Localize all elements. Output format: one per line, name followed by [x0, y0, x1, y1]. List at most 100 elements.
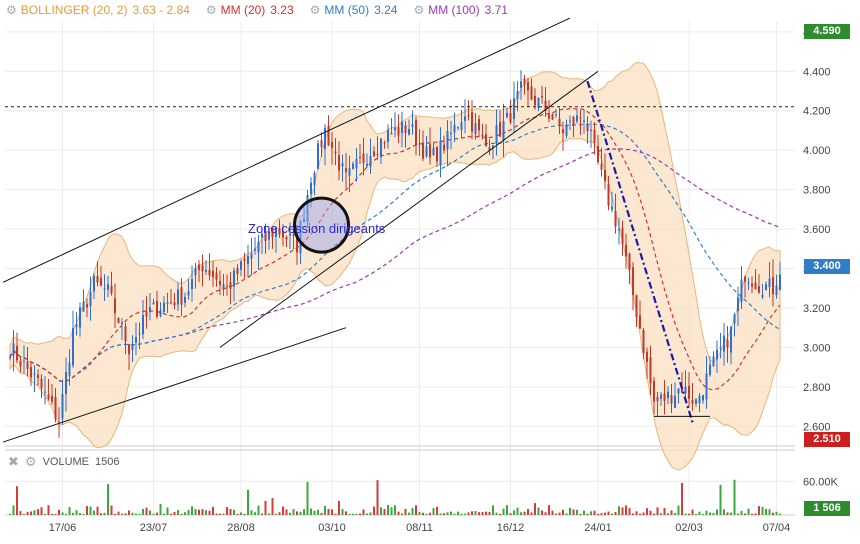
volume-bar — [467, 512, 470, 515]
candle-body — [240, 261, 242, 270]
volume-bar — [474, 511, 477, 515]
candle-body — [345, 168, 347, 173]
candle-body — [30, 367, 32, 378]
volume-bar — [579, 513, 582, 515]
volume-bar — [677, 505, 680, 515]
candle-body — [373, 151, 375, 156]
candle-body — [576, 115, 578, 122]
candle-body — [75, 324, 78, 327]
candle-body — [520, 81, 522, 88]
volume-bar — [411, 508, 414, 515]
volume-bar — [478, 512, 480, 515]
candle-body — [100, 277, 102, 286]
candle-body — [506, 112, 508, 118]
candle-body — [730, 326, 732, 353]
volume-bar — [163, 513, 165, 515]
legend-mm100[interactable]: ⚙ MM (100) 3.71 — [413, 3, 507, 17]
volume-bar — [103, 512, 106, 515]
volume-bar — [488, 511, 491, 515]
legend-mm50[interactable]: ⚙ MM (50) 3.24 — [310, 3, 398, 17]
candle-body — [744, 276, 746, 282]
candle-body — [667, 391, 669, 398]
volume-bar — [418, 511, 421, 515]
candle-body — [674, 395, 676, 408]
legend-mm20[interactable]: ⚙ MM (20) 3.23 — [206, 3, 294, 17]
volume-bar — [635, 511, 638, 515]
candle-body — [607, 184, 610, 206]
volume-bar — [499, 513, 501, 515]
candle-body — [117, 317, 120, 324]
candle-body — [135, 336, 137, 343]
candle-body — [471, 112, 473, 132]
volume-tick-label: 60.00K — [803, 476, 839, 488]
candle-body — [751, 283, 753, 287]
candle-body — [229, 282, 232, 289]
y-tick-label: 4.400 — [803, 66, 831, 78]
y-tick-label: 4.000 — [803, 145, 831, 157]
candle-body — [625, 244, 627, 257]
annotation-label: Zone cession dirigeants — [248, 221, 386, 236]
gear-icon[interactable]: ⚙ — [413, 3, 425, 17]
legend-bollinger[interactable]: ⚙ BOLLINGER (20, 2) 3.63 - 2.84 — [6, 3, 190, 17]
candle-body — [754, 282, 757, 290]
candle-body — [712, 356, 715, 367]
volume-bar — [681, 482, 683, 515]
close-icon[interactable]: ✖ — [8, 454, 19, 469]
volume-bar — [674, 513, 676, 515]
candle-body — [289, 233, 291, 236]
candle-body — [96, 276, 99, 283]
volume-bar — [562, 509, 564, 515]
candle-body — [446, 131, 449, 150]
candle-body — [233, 270, 235, 287]
candle-body — [775, 285, 778, 296]
volume-bar — [446, 512, 449, 515]
volume-bar — [296, 511, 298, 515]
volume-bar — [369, 512, 372, 515]
volume-bar — [772, 512, 774, 515]
volume-bar — [572, 509, 575, 515]
y-tick-label: 3.600 — [803, 224, 831, 236]
volume-bar — [758, 506, 760, 515]
volume-bar — [639, 513, 641, 515]
low-price-tag: 2.510 — [804, 432, 850, 447]
candle-body — [177, 289, 179, 305]
volume-bar — [247, 489, 249, 515]
candle-body — [362, 153, 365, 163]
candle-body — [656, 396, 659, 402]
candle-body — [334, 151, 337, 154]
candle-body — [530, 86, 533, 100]
volume-bar — [114, 513, 116, 515]
candle-body — [236, 268, 239, 275]
volume-bar — [551, 510, 554, 515]
volume-bar — [373, 506, 375, 515]
gear-icon[interactable]: ⚙ — [309, 3, 321, 17]
candle-body — [222, 284, 225, 289]
volume-bar — [495, 512, 498, 515]
volume-bar — [359, 513, 361, 515]
volume-bar — [68, 507, 71, 515]
candle-body — [54, 396, 57, 420]
candle-body — [562, 129, 564, 134]
volume-bar — [383, 509, 386, 515]
volume-bar — [184, 512, 186, 515]
candle-body — [40, 378, 43, 389]
volume-bar — [569, 507, 571, 515]
candle-body — [646, 351, 648, 362]
volume-bar — [198, 509, 200, 515]
candle-body — [338, 155, 340, 171]
candle-body — [163, 302, 165, 312]
candle-body — [436, 146, 438, 162]
gear-icon[interactable]: ⚙ — [205, 3, 217, 17]
gear-icon[interactable]: ⚙ — [24, 454, 37, 469]
candle-body — [180, 287, 183, 305]
candle-body — [19, 360, 22, 367]
volume-bar — [128, 510, 130, 515]
gear-icon[interactable]: ⚙ — [6, 3, 17, 17]
candle-body — [572, 116, 575, 126]
volume-bar — [82, 513, 85, 515]
support-line — [2, 327, 347, 443]
volume-legend-value: 1506 — [95, 456, 120, 468]
volume-bar — [306, 482, 309, 515]
volume-bar — [576, 509, 578, 515]
volume-bar — [527, 508, 529, 515]
